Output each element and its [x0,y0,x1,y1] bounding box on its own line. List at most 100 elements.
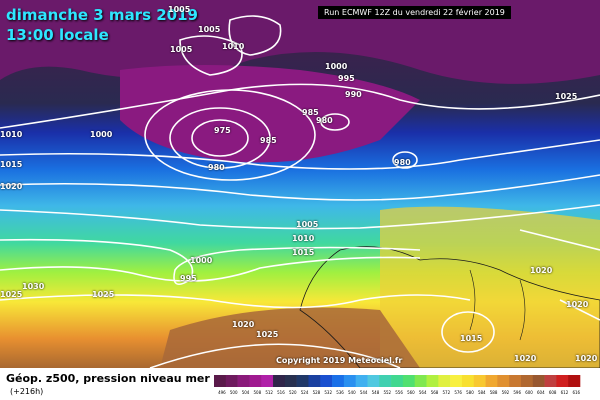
isobar-label: 980 [316,116,333,125]
isobar-label: 1030 [22,282,45,291]
color-swatch [438,375,451,387]
color-swatch [308,375,321,387]
color-swatch [214,375,227,387]
tick-label: 508 [253,390,262,395]
isobar-label: 980 [208,163,225,172]
tick-label: 532 [324,390,333,395]
color-swatch [544,375,557,387]
isobar-label: 1020 [566,300,589,309]
color-swatch [461,375,475,387]
tick-label: 572 [442,390,451,395]
isobar-label: 1020 [0,182,23,191]
color-swatch [450,375,463,387]
tick-label: 600 [525,390,533,395]
color-swatch [320,375,333,387]
tick-label: 500 [229,390,238,395]
color-swatch [249,375,262,387]
isobar-label: 995 [180,274,197,283]
legend-subtitle: (+216h) [10,387,44,396]
tick-label: 504 [241,390,250,395]
color-swatch [402,375,416,387]
isobar-label: 1020 [514,354,537,363]
tick-label: 552 [383,390,392,395]
color-swatch [485,375,498,387]
valid-date: dimanche 3 mars 2019 [6,6,198,24]
tick-label: 528 [312,390,321,395]
isobar-label: 975 [214,126,231,135]
color-swatch [332,375,345,387]
isobar-label: 1015 [460,334,483,343]
tick-label: 612 [560,390,569,395]
color-swatch [426,375,439,387]
tick-label: 588 [489,390,498,395]
color-swatch [520,375,534,387]
tick-label: 556 [395,390,403,395]
color-swatch [497,375,510,387]
isobar-label: 1005 [168,5,191,14]
tick-label: 512 [265,390,273,395]
tick-label: 584 [477,390,486,395]
color-swatch [273,375,286,387]
color-swatch [414,375,427,387]
isobar-label: 1025 [0,290,23,299]
tick-label: 564 [418,390,427,395]
legend-panel: Géop. z500, pression niveau mer (+216h) [0,368,600,400]
tick-label: 568 [430,390,439,395]
color-swatch [473,375,486,387]
isobar-label: 1005 [170,45,193,54]
tick-label: 516 [277,390,285,395]
run-info: Run ECMWF 12Z du vendredi 22 février 201… [318,6,511,19]
color-swatch [532,375,545,387]
isobar-label: 980 [394,158,411,167]
tick-label: 604 [537,390,545,395]
isobar-label: 1015 [0,160,23,169]
tick-label: 596 [513,390,522,395]
tick-label: 560 [407,390,415,395]
trough-region [120,65,420,163]
color-swatch [509,375,522,387]
color-swatch [225,375,238,387]
legend-title: Géop. z500, pression niveau mer [6,372,210,385]
isobar-label: 1025 [256,330,279,339]
isobar-label: 1000 [90,130,113,139]
isobar-label: 1015 [292,248,315,257]
color-swatch [391,375,404,387]
color-swatch [237,375,250,387]
low-geopotential-region [0,0,600,84]
isobar-label: 1000 [190,256,213,265]
isobar-label: 1010 [292,234,315,243]
color-swatch [568,375,581,387]
tick-label: 616 [572,390,581,395]
borders [469,269,526,341]
isobar-label: 985 [302,108,319,117]
isobar-label: 1025 [92,290,115,299]
isobars [0,15,600,368]
copyright: Copyright 2019 Meteociel.fr [276,356,403,365]
isobar-label: 1010 [0,130,23,139]
isobar-label: 1005 [296,220,319,229]
isobar-label: 985 [260,136,277,145]
tick-label: 536 [336,390,344,395]
tick-label: 608 [548,390,557,395]
isobar-label: 1025 [555,92,578,101]
tick-label: 576 [454,390,462,395]
color-swatch [261,375,274,387]
isobar-label: 1010 [222,42,245,51]
tick-label: 540 [348,390,356,395]
color-swatch [379,375,392,387]
isobar-label: 1020 [575,354,598,363]
isobar-label: 995 [338,74,355,83]
color-swatch [556,375,569,387]
color-swatch [296,375,309,387]
tick-label: 548 [371,390,380,395]
tick-label: 544 [359,390,368,395]
tick-label: 496 [218,390,226,395]
color-swatch [343,375,356,387]
ridge-region [380,206,600,368]
color-scale-bar [214,375,581,387]
tick-label: 524 [300,390,309,395]
map-canvas [0,0,600,368]
color-swatch [284,375,297,387]
isobar-label: 1005 [198,25,221,34]
